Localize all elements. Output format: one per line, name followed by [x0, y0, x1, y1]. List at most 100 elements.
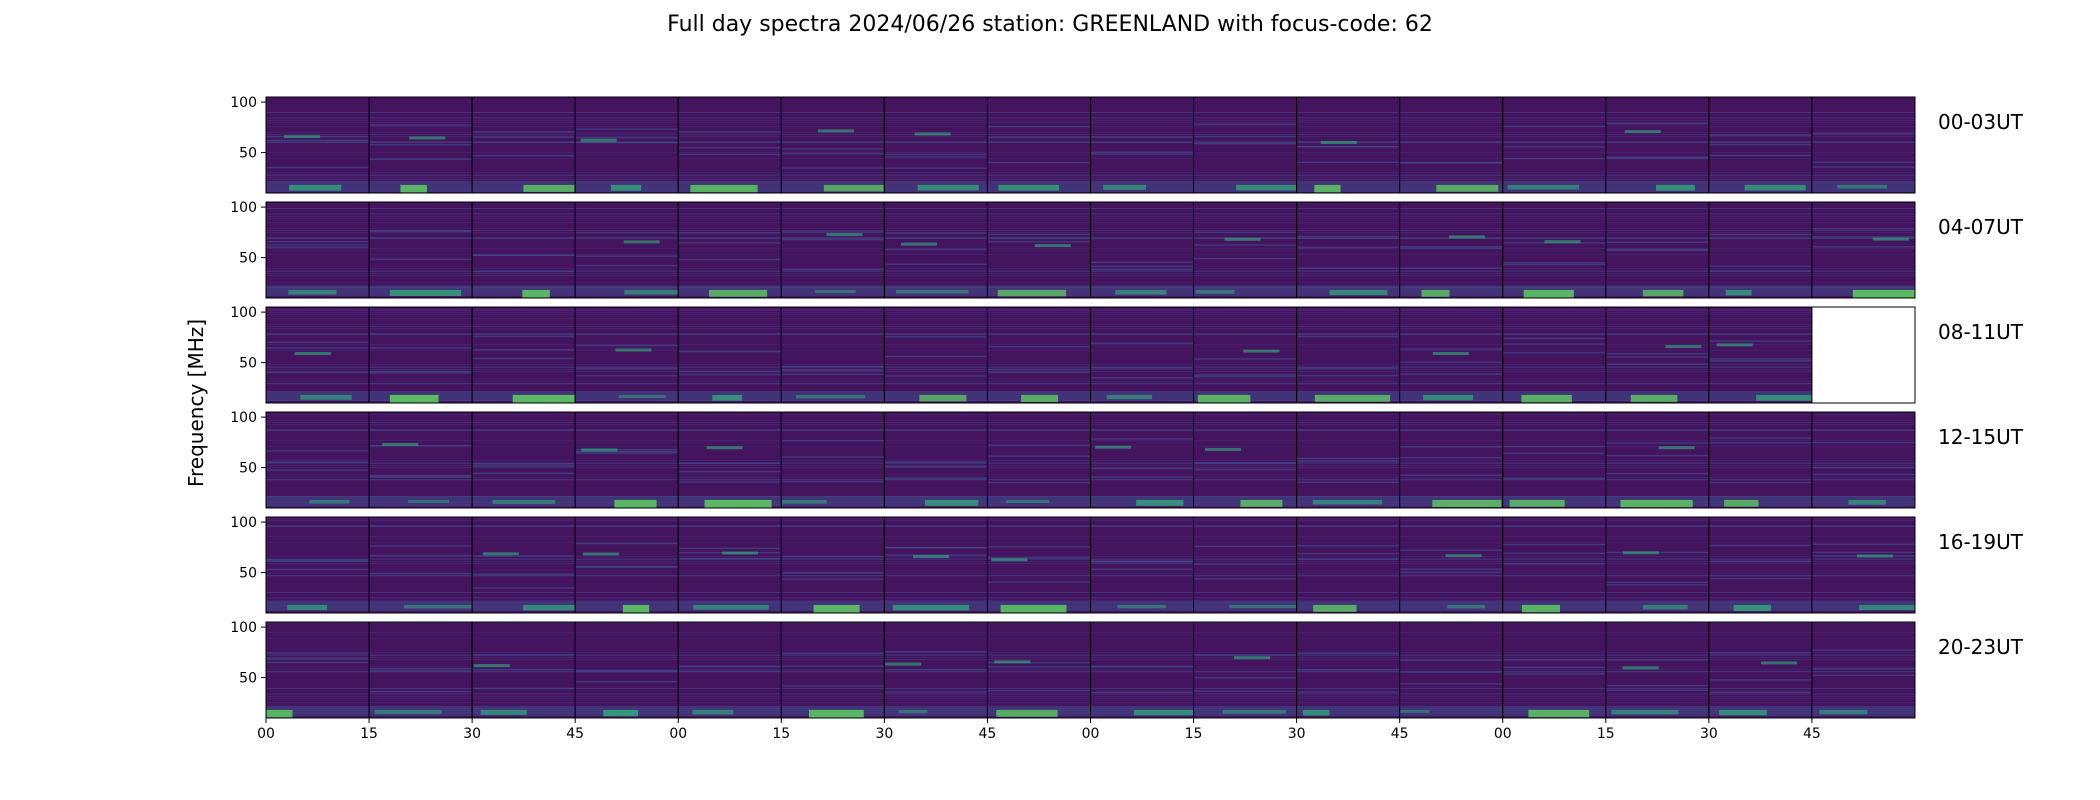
x-axis: 00 15 30 45 00 15 30 45 00 15 30 45 00 15 30 45	[257, 718, 1821, 742]
spectrum-panel	[1193, 201, 1298, 299]
row-time-label: 12-15UT	[1938, 425, 2024, 449]
y-tick-label: 100	[230, 620, 257, 636]
y-tick-label: 50	[239, 146, 257, 162]
spectrum-panel	[1090, 621, 1195, 719]
spectrum-panel	[265, 621, 370, 719]
spectrum-panel	[1708, 411, 1813, 509]
spectrum-panel	[1090, 516, 1195, 614]
spectrum-panel	[1502, 201, 1607, 299]
y-tick-label: 50	[239, 251, 257, 267]
spectra-row: 50 100 16-19UT	[230, 515, 2024, 614]
spectrum-panel	[986, 201, 1091, 299]
spectrum-panel	[986, 621, 1091, 719]
spectrum-panel	[1708, 201, 1813, 299]
y-tick-label: 100	[230, 410, 257, 426]
spectrum-panel	[1193, 96, 1298, 194]
spectrum-panel	[1296, 306, 1401, 404]
x-tick-label: 00	[257, 726, 275, 742]
spectrum-panel	[265, 411, 370, 509]
x-tick-label: 45	[1803, 726, 1821, 742]
spectrum-panel	[1296, 516, 1401, 614]
spectrum-panel	[1399, 96, 1504, 194]
spectrum-panel	[1399, 411, 1504, 509]
spectrum-panel	[265, 516, 370, 614]
spectrum-panel	[1605, 201, 1710, 299]
spectrum-panel	[1811, 516, 1916, 614]
x-tick-label: 30	[1288, 726, 1306, 742]
spectrum-panel	[1399, 621, 1504, 719]
spectrum-panel	[1399, 516, 1504, 614]
x-tick-label: 00	[1494, 726, 1512, 742]
figure-title: Full day spectra 2024/06/26 station: GRE…	[667, 12, 1433, 37]
spectrum-panel	[883, 201, 988, 299]
spectrum-panel	[471, 516, 576, 614]
x-tick-label: 45	[979, 726, 997, 742]
spectrum-panel	[471, 411, 576, 509]
spectrum-panel	[677, 201, 782, 299]
spectrum-panel	[677, 306, 782, 404]
x-tick-label: 00	[669, 726, 687, 742]
spectrum-panel	[677, 411, 782, 509]
row-time-label: 20-23UT	[1938, 635, 2024, 659]
row-time-label: 00-03UT	[1938, 110, 2024, 134]
x-tick-label: 30	[1700, 726, 1718, 742]
spectrum-panel	[883, 306, 988, 404]
spectrum-panel	[574, 96, 679, 194]
spectra-row: 50 100 20-23UT	[230, 620, 2024, 719]
x-tick-label: 30	[463, 726, 481, 742]
spectrum-panel	[1193, 306, 1298, 404]
x-tick-label: 30	[875, 726, 893, 742]
spectrum-panel	[1708, 306, 1813, 404]
spectrum-panel	[265, 201, 370, 299]
spectrum-panel	[368, 96, 473, 194]
y-tick-label: 50	[239, 671, 257, 687]
x-tick-label: 45	[1391, 726, 1409, 742]
spectrum-panel	[574, 411, 679, 509]
spectrum-panel	[1399, 306, 1504, 404]
spectrum-panel	[1193, 516, 1298, 614]
spectra-row: 50 100 08-11UT	[230, 305, 2024, 404]
spectrum-panel	[1708, 621, 1813, 719]
spectrum-panel	[986, 516, 1091, 614]
spectrum-panel	[1193, 621, 1298, 719]
spectra-row: 50 100 12-15UT	[230, 410, 2024, 509]
spectrum-panel	[1502, 306, 1607, 404]
spectrum-panel	[368, 411, 473, 509]
spectrum-panel	[1811, 306, 1916, 404]
spectrum-panel	[574, 516, 679, 614]
spectrum-panel	[1502, 411, 1607, 509]
spectrum-panel	[1502, 621, 1607, 719]
spectrum-panel	[1296, 201, 1401, 299]
spectrum-panel	[1296, 621, 1401, 719]
x-tick-label: 15	[360, 726, 378, 742]
spectrum-panel	[368, 621, 473, 719]
spectrum-panel	[265, 306, 370, 404]
row-time-label: 16-19UT	[1938, 530, 2024, 554]
spectrum-panel	[1811, 201, 1916, 299]
spectrum-panel	[1296, 411, 1401, 509]
spectrum-panel	[883, 621, 988, 719]
spectrum-panel	[1811, 96, 1916, 194]
spectrum-panel	[1502, 516, 1607, 614]
x-tick-label: 00	[1082, 726, 1100, 742]
y-tick-label: 50	[239, 461, 257, 477]
spectrum-panel	[574, 621, 679, 719]
spectrum-panel	[1090, 96, 1195, 194]
x-tick-label: 15	[1185, 726, 1203, 742]
spectrum-panel	[471, 306, 576, 404]
spectrum-panel	[368, 306, 473, 404]
spectrum-panel	[1605, 411, 1710, 509]
spectrum-panel	[677, 96, 782, 194]
spectrum-panel	[1605, 306, 1710, 404]
spectrum-panel	[677, 516, 782, 614]
spectrum-panel	[780, 621, 885, 719]
spectrum-panel	[1605, 96, 1710, 194]
spectrum-panel	[265, 96, 370, 194]
spectrum-panel	[1399, 201, 1504, 299]
row-time-label: 08-11UT	[1938, 320, 2024, 344]
spectrum-panel	[1193, 411, 1298, 509]
spectra-row: 50 100 00-03UT	[230, 95, 2024, 194]
spectrum-panel	[677, 621, 782, 719]
spectrum-panel	[574, 306, 679, 404]
